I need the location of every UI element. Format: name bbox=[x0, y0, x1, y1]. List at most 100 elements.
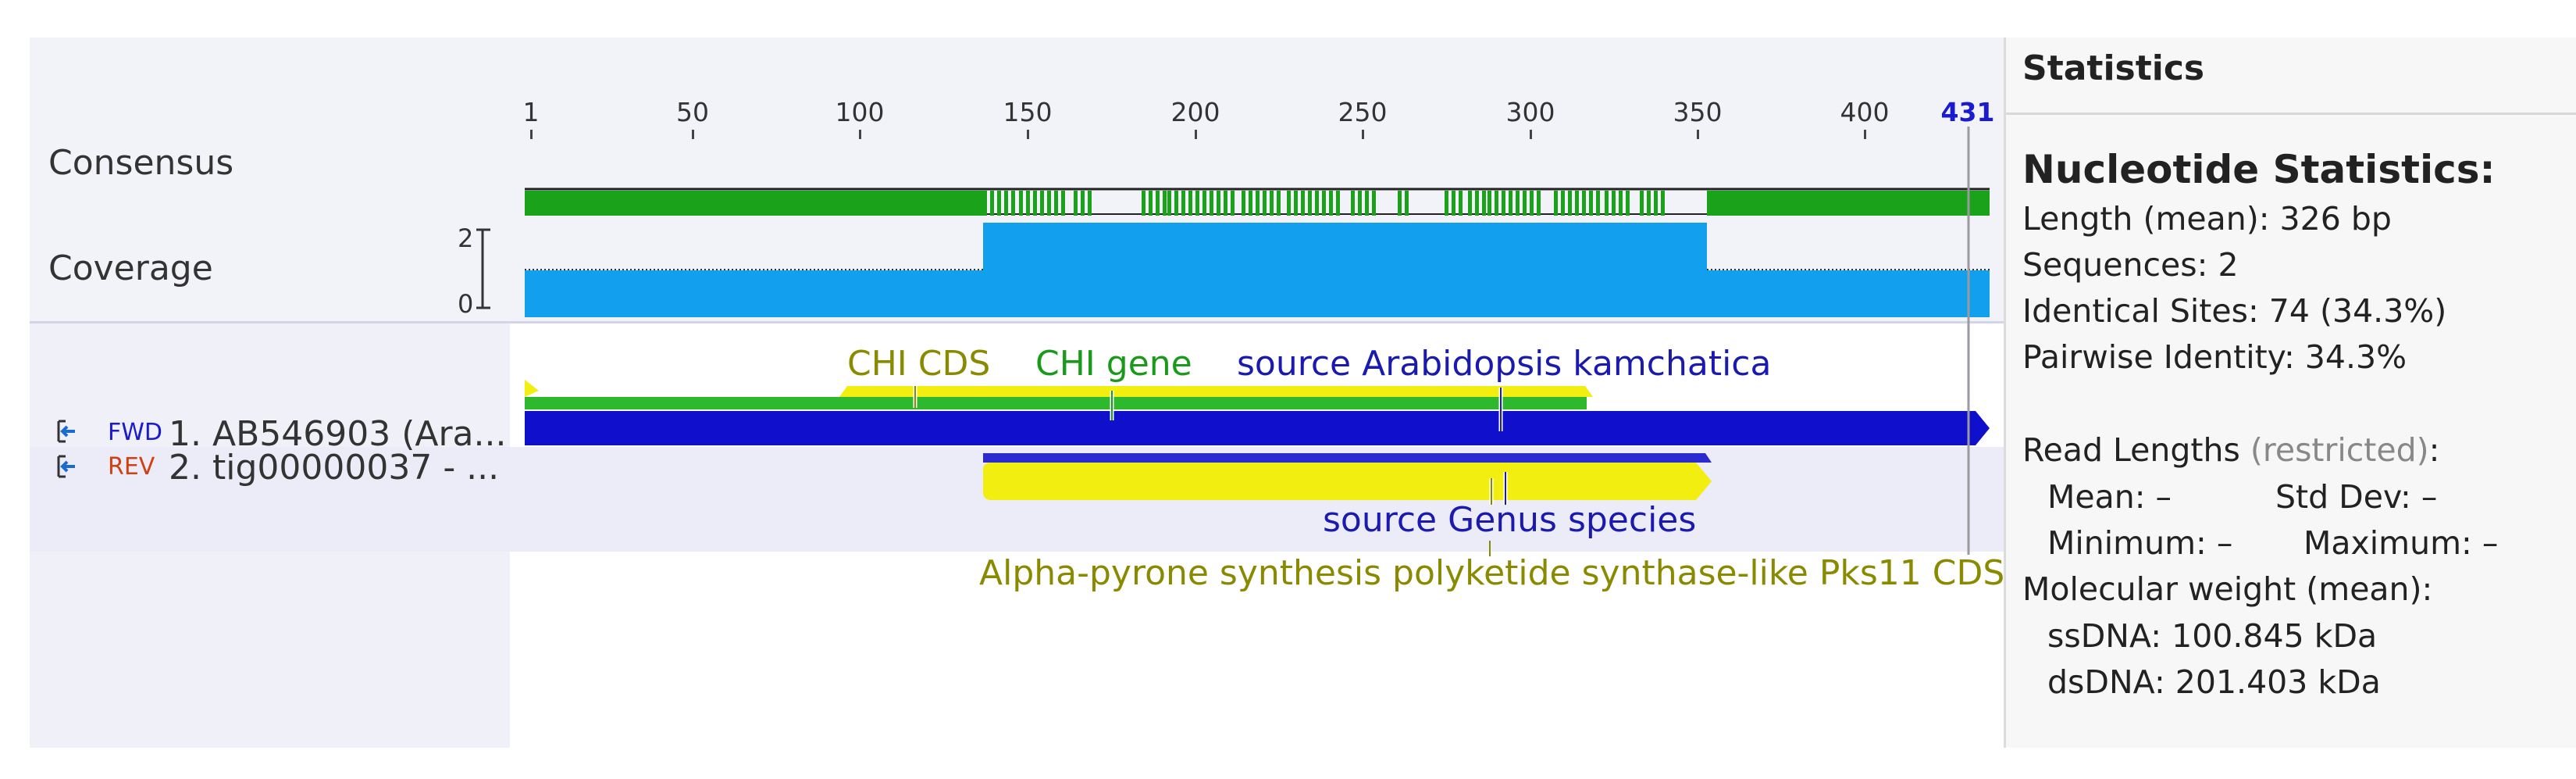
consensus-variation-mark bbox=[1452, 191, 1455, 216]
panel-divider bbox=[2006, 113, 2576, 115]
consensus-variation-mark bbox=[1181, 191, 1185, 216]
source-genus-label[interactable]: source Genus species bbox=[1323, 500, 1697, 540]
consensus-variation-mark bbox=[1188, 191, 1192, 216]
consensus-variation-mark bbox=[1294, 191, 1298, 216]
reverse-direction-label: REV bbox=[108, 453, 155, 481]
consensus-variation-mark bbox=[1589, 191, 1593, 216]
read-lengths-colon: : bbox=[2428, 431, 2440, 469]
consensus-variation-mark bbox=[1575, 191, 1579, 216]
chi-gene-label[interactable]: CHI gene bbox=[1035, 344, 1192, 384]
sequence-name[interactable]: 2. tig00000037 - ... bbox=[169, 448, 500, 488]
consensus-variation-mark bbox=[1301, 191, 1305, 216]
consensus-variation-mark bbox=[1468, 191, 1472, 216]
pks11-cds-feature[interactable] bbox=[983, 463, 1712, 500]
stat-identical-sites: Identical Sites: 74 (34.3%) bbox=[2022, 292, 2447, 330]
ruler-tick-label: 400 bbox=[1840, 97, 1890, 127]
consensus-variation-mark bbox=[1365, 191, 1369, 216]
consensus-variation-mark bbox=[1277, 191, 1281, 216]
consensus-variation-mark bbox=[1351, 191, 1355, 216]
chi-gene-feature[interactable] bbox=[525, 397, 1587, 409]
coverage-scale bbox=[476, 228, 490, 309]
consensus-variation-mark bbox=[997, 191, 1001, 216]
cds-fragment[interactable] bbox=[525, 380, 539, 397]
sequence-link-icon[interactable] bbox=[56, 455, 77, 478]
consensus-variation-mark bbox=[1322, 191, 1326, 216]
stat-mean: Mean: – bbox=[2047, 478, 2172, 516]
consensus-variation-mark bbox=[1081, 191, 1085, 216]
sequence-link-icon[interactable] bbox=[56, 420, 77, 443]
stat-maximum: Maximum: – bbox=[2303, 524, 2499, 562]
consensus-variation-mark bbox=[1061, 191, 1065, 216]
consensus-variation-mark bbox=[1270, 191, 1274, 216]
consensus-variation-mark bbox=[1482, 191, 1486, 216]
stat-minimum: Minimum: – bbox=[2047, 524, 2233, 562]
consensus-variation-mark bbox=[1516, 191, 1520, 216]
consensus-variation-mark bbox=[1647, 191, 1651, 216]
ruler-tick-label: 50 bbox=[676, 97, 709, 127]
consensus-variation-mark bbox=[1174, 191, 1178, 216]
consensus-variation-mark bbox=[983, 191, 987, 216]
nucleotide-statistics-heading: Nucleotide Statistics: bbox=[2022, 147, 2496, 192]
consensus-variation-mark bbox=[1040, 191, 1044, 216]
consensus-variation-mark bbox=[1308, 191, 1312, 216]
consensus-variation-mark bbox=[1495, 191, 1498, 216]
consensus-variation-mark bbox=[1509, 191, 1512, 216]
track-divider bbox=[30, 321, 2004, 323]
consensus-variation-mark bbox=[1626, 191, 1630, 216]
ruler-tick bbox=[530, 130, 533, 139]
chi-cds-feature[interactable] bbox=[839, 386, 1593, 397]
consensus-label: Consensus bbox=[48, 143, 234, 183]
consensus-variation-mark bbox=[1256, 191, 1259, 216]
ruler-tick bbox=[1697, 130, 1699, 139]
ruler-tick bbox=[859, 130, 861, 139]
ruler-tick bbox=[1530, 130, 1532, 139]
consensus-variation-mark bbox=[1612, 191, 1616, 216]
molecular-weight-heading: Molecular weight (mean): bbox=[2022, 570, 2433, 608]
coverage-max-label: 2 bbox=[458, 223, 474, 253]
consensus-variation-mark bbox=[1026, 191, 1030, 216]
consensus-variation-mark bbox=[1554, 191, 1558, 216]
ruler-tick-label: 300 bbox=[1505, 97, 1555, 127]
consensus-variation-mark bbox=[1372, 191, 1376, 216]
source-arabidopsis-label[interactable]: source Arabidopsis kamchatica bbox=[1237, 344, 1772, 384]
consensus-variation-mark bbox=[990, 191, 994, 216]
consensus-variation-mark bbox=[1523, 191, 1527, 216]
ruler-tick-label: 1 bbox=[522, 97, 540, 127]
consensus-variation-mark bbox=[1156, 191, 1160, 216]
consensus-variation-mark bbox=[1445, 191, 1448, 216]
consensus-variation-mark bbox=[1358, 191, 1362, 216]
read-lengths-heading: Read Lengths (restricted): bbox=[2022, 431, 2439, 469]
consensus-variation-mark bbox=[1210, 191, 1213, 216]
consensus-variation-mark bbox=[1074, 191, 1078, 216]
pks11-cds-label[interactable]: Alpha-pyrone synthesis polyketide syntha… bbox=[979, 553, 2005, 593]
consensus-variation-mark bbox=[1661, 191, 1665, 216]
consensus-variation-mark bbox=[1488, 191, 1491, 216]
alignment-graphic[interactable] bbox=[0, 0, 2004, 779]
chi-cds-label[interactable]: CHI CDS bbox=[847, 344, 991, 384]
ruler-tick bbox=[1027, 130, 1029, 139]
consensus-variation-mark bbox=[1088, 191, 1092, 216]
consensus-variation-mark bbox=[1195, 191, 1199, 216]
consensus-variation-mark bbox=[1398, 191, 1402, 216]
source-arabidopsis-feature[interactable] bbox=[525, 411, 1990, 445]
ruler-tick bbox=[1195, 130, 1197, 139]
statistics-panel-title: Statistics bbox=[2022, 48, 2205, 88]
consensus-variation-mark bbox=[1142, 191, 1145, 216]
source-genus-feature[interactable] bbox=[983, 453, 1712, 463]
ruler-tick bbox=[1362, 130, 1364, 139]
consensus-variation-mark bbox=[1242, 191, 1245, 216]
coverage-min-label: 0 bbox=[458, 289, 474, 319]
sequence-name[interactable]: 1. AB546903 (Ara... bbox=[169, 414, 507, 454]
ruler-tick bbox=[1864, 130, 1866, 139]
stat-pairwise-identity: Pairwise Identity: 34.3% bbox=[2022, 338, 2407, 376]
consensus-variation-mark bbox=[1568, 191, 1572, 216]
forward-direction-label: FWD bbox=[108, 419, 163, 446]
consensus-variation-mark bbox=[1530, 191, 1534, 216]
sequence-2-features[interactable] bbox=[983, 453, 1712, 556]
sequence-1-features[interactable] bbox=[525, 380, 1990, 445]
consensus-variation-mark bbox=[1537, 191, 1541, 216]
consensus-variation-mark bbox=[1596, 191, 1600, 216]
consensus-variation-mark bbox=[1249, 191, 1252, 216]
consensus-variation-mark bbox=[1619, 191, 1623, 216]
consensus-variation-mark bbox=[1287, 191, 1291, 216]
